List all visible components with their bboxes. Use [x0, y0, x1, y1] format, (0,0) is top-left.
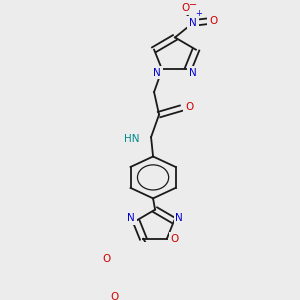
- Text: O: O: [171, 234, 179, 244]
- Text: O: O: [102, 254, 111, 264]
- Text: N: N: [153, 68, 161, 78]
- Text: O: O: [181, 3, 189, 14]
- Text: +: +: [196, 9, 202, 18]
- Text: N: N: [175, 213, 183, 224]
- Text: O: O: [185, 101, 193, 112]
- Text: −: −: [189, 0, 197, 10]
- Text: O: O: [209, 16, 217, 26]
- Text: N: N: [127, 213, 135, 224]
- Text: HN: HN: [124, 134, 139, 144]
- Text: N: N: [189, 68, 197, 78]
- Text: O: O: [110, 292, 119, 300]
- Text: N: N: [189, 18, 197, 28]
